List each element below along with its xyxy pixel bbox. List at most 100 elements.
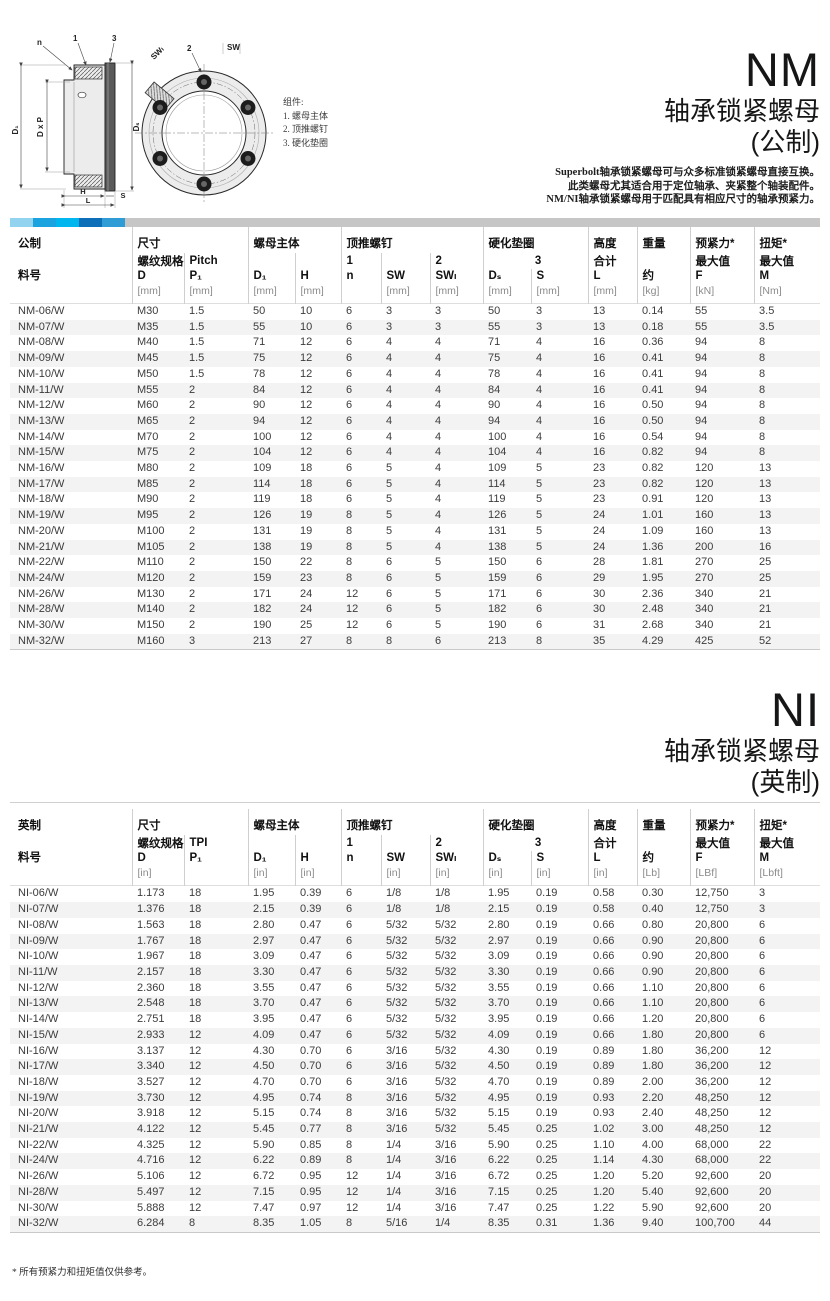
value-cell: 5/32: [435, 1091, 457, 1104]
value-cell: 94: [695, 446, 708, 459]
value-cell: 12: [300, 383, 313, 396]
value-cell: M65: [137, 414, 159, 427]
value-cell: 5/32: [435, 981, 457, 994]
part-number-cell: NI-24/W: [18, 1154, 59, 1167]
value-cell: 171: [253, 587, 272, 600]
value-cell: 4.00: [642, 1138, 664, 1151]
value-cell: 425: [695, 634, 714, 647]
value-cell: 21: [759, 603, 772, 616]
value-cell: 6: [346, 414, 353, 427]
value-cell: 6: [346, 965, 353, 978]
value-cell: 4: [536, 383, 543, 396]
value-cell: 6: [759, 1013, 766, 1026]
value-cell: 0.80: [642, 918, 664, 931]
value-cell: 23: [593, 493, 606, 506]
value-cell: 5/32: [435, 1107, 457, 1120]
part-number-cell: NM-30/W: [18, 619, 65, 632]
value-cell: 4: [435, 446, 442, 459]
part-number-cell: NM-26/W: [18, 587, 65, 600]
value-cell: 4: [435, 336, 442, 349]
value-cell: 8: [346, 1091, 353, 1104]
value-cell: 171: [488, 587, 507, 600]
value-cell: 20,800: [695, 981, 729, 994]
value-cell: 1/8: [435, 887, 451, 900]
part-number-cell: NI-22/W: [18, 1138, 59, 1151]
value-cell: 0.47: [300, 1028, 322, 1041]
parts-list-item: 3. 硬化垫圈: [283, 137, 329, 148]
value-cell: 4.325: [137, 1138, 165, 1151]
value-cell: 12: [346, 1201, 359, 1214]
value-cell: 159: [488, 571, 507, 584]
value-cell: 12: [300, 414, 313, 427]
value-cell: 4: [435, 414, 442, 427]
label-part3: 3: [112, 34, 117, 43]
value-cell: 18: [300, 477, 313, 490]
part-number-cell: NI-06/W: [18, 887, 59, 900]
value-cell: M80: [137, 462, 159, 475]
value-cell: 4.122: [137, 1123, 165, 1136]
value-cell: 6: [346, 934, 353, 947]
value-cell: 92,600: [695, 1170, 729, 1183]
value-cell: 1.14: [593, 1154, 615, 1167]
value-cell: 2: [189, 399, 196, 412]
part-number-cell: NI-20/W: [18, 1107, 59, 1120]
table-row: NM-11/W M55 2 84 12 6 4 4 84 4 16 0.41 94 8: [10, 382, 821, 399]
value-cell: 104: [253, 446, 272, 459]
value-cell: 3: [386, 305, 393, 317]
value-cell: 20,800: [695, 1013, 729, 1026]
value-cell: 7.15: [488, 1185, 510, 1198]
value-cell: 3.527: [137, 1075, 165, 1088]
value-cell: 8: [759, 367, 766, 380]
col-header-partno: 料号: [18, 852, 41, 865]
value-cell: M100: [137, 524, 165, 537]
value-cell: 8: [346, 540, 353, 553]
value-cell: 4.716: [137, 1154, 165, 1167]
value-cell: 20: [759, 1201, 772, 1214]
value-cell: 12: [189, 1028, 202, 1041]
value-cell: M60: [137, 399, 159, 412]
value-cell: 3.95: [488, 1013, 510, 1026]
value-cell: 0.41: [642, 383, 664, 396]
value-cell: 2: [189, 383, 196, 396]
label-sw: SW: [227, 43, 240, 52]
value-cell: 109: [253, 462, 272, 475]
value-cell: M70: [137, 430, 159, 443]
value-cell: 0.90: [642, 950, 664, 963]
nm-spec-table: 公制 尺寸 螺母主体 顶推螺钉 硬化垫圈 高度 重量 预紧力* 扭矩* 螺纹规格…: [10, 227, 821, 650]
value-cell: 3/16: [435, 1170, 457, 1183]
value-cell: 3.70: [488, 997, 510, 1010]
value-cell: 8: [346, 1123, 353, 1136]
value-cell: 4: [386, 367, 393, 380]
table-row: NI-16/W 3.137 12 4.30 0.70 6 3/16 5/32 4.30 0.19 0…: [10, 1044, 820, 1060]
value-cell: 75: [253, 352, 266, 365]
value-cell: 5: [386, 462, 393, 475]
value-cell: 6: [435, 634, 442, 647]
part-number-cell: NI-09/W: [18, 934, 59, 947]
value-cell: 0.58: [593, 903, 615, 916]
col-header-ds: Dₛ [in]: [482, 851, 532, 886]
value-cell: 3.340: [137, 1060, 165, 1073]
value-cell: 0.19: [536, 1044, 558, 1057]
value-cell: 18: [300, 462, 313, 475]
value-cell: 7.47: [488, 1201, 510, 1214]
col-header-weight: 约 [kg]: [636, 269, 691, 304]
value-cell: 0.39: [300, 903, 322, 916]
value-cell: 2.157: [137, 965, 165, 978]
value-cell: 0.19: [536, 1028, 558, 1041]
value-cell: 4: [435, 477, 442, 490]
part-number-cell: NM-32/W: [18, 634, 65, 647]
value-cell: 20,800: [695, 997, 729, 1010]
value-cell: 36,200: [695, 1060, 729, 1073]
col-group-jack-screws: 顶推螺钉: [340, 227, 484, 253]
col-sub-pitch: TPI: [183, 835, 248, 852]
part-number-cell: NI-18/W: [18, 1075, 59, 1088]
value-cell: 84: [253, 383, 266, 396]
value-cell: 4: [536, 414, 543, 427]
ni-spec-table: 英制 尺寸 螺母主体 顶推螺钉 硬化垫圈 高度 重量 预紧力* 扭矩* 螺纹规格…: [10, 809, 821, 1233]
table-row: NI-12/W 2.360 18 3.55 0.47 6 5/32 5/32 3.55 0.19 0…: [10, 981, 820, 997]
value-cell: 12: [759, 1060, 772, 1073]
value-cell: 6: [346, 1013, 353, 1026]
value-cell: 0.31: [536, 1217, 558, 1230]
value-cell: 0.50: [642, 414, 664, 427]
